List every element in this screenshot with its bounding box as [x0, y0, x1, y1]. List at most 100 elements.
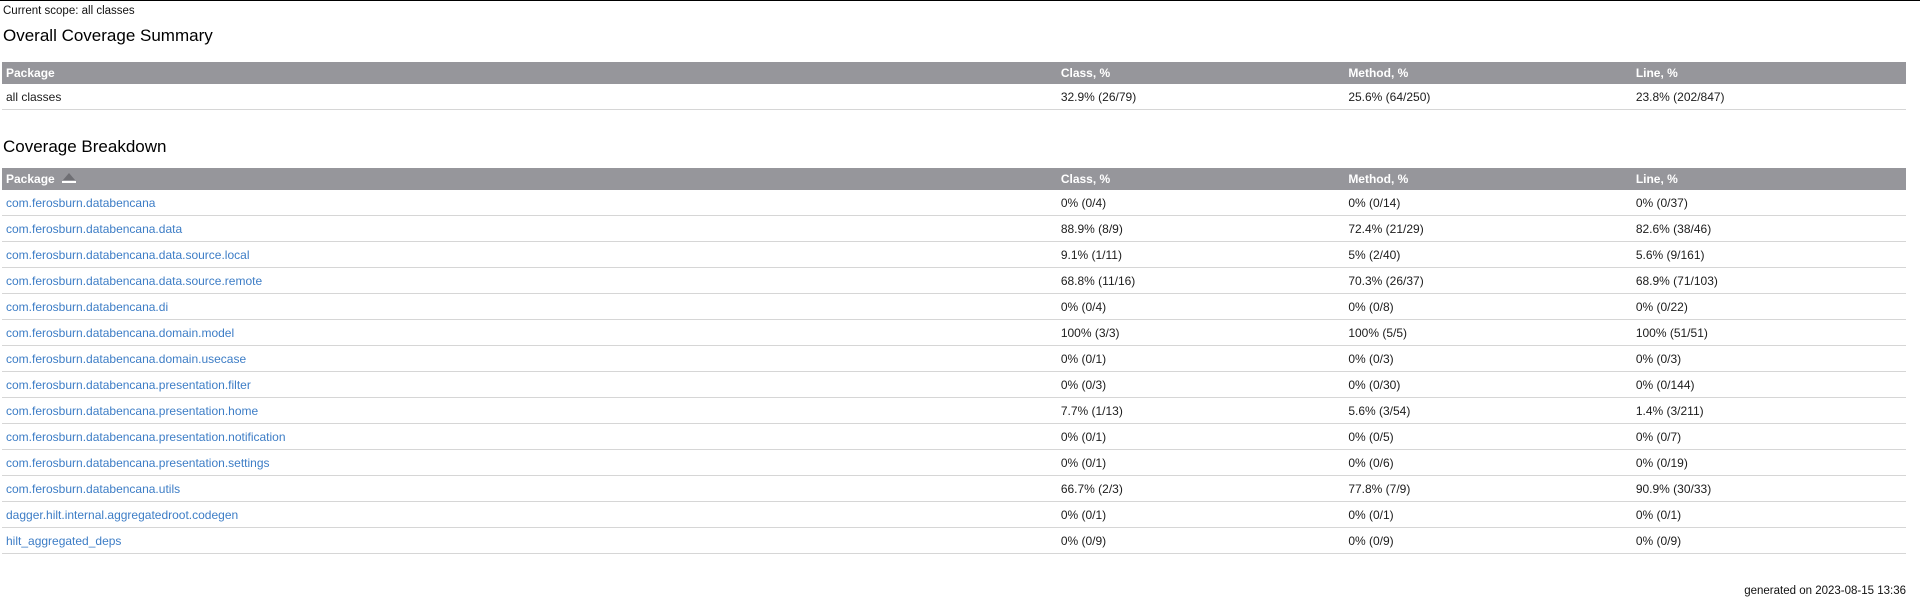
method-coverage-cell: 5.6% (3/54)	[1344, 397, 1632, 424]
class-coverage-cell: 0% (0/9)	[1056, 527, 1345, 554]
column-header-label: Package	[6, 172, 55, 186]
current-scope-label: Current scope: all classes	[3, 5, 135, 17]
package-cell: com.ferosburn.databencana.presentation.f…	[2, 371, 1057, 398]
breakdown-header-row: Package Class, % Method, % Line, %	[2, 168, 1906, 190]
package-link[interactable]: dagger.hilt.internal.aggregatedroot.code…	[6, 508, 239, 522]
overall-coverage-summary-table: Package Class, % Method, % Line, % all c…	[2, 62, 1906, 110]
method-coverage-cell: 0% (0/14)	[1344, 190, 1632, 216]
package-link[interactable]: com.ferosburn.databencana.di	[6, 300, 169, 314]
package-link[interactable]: com.ferosburn.databencana.domain.model	[6, 326, 235, 340]
line-coverage-cell: 0% (0/19)	[1631, 449, 1906, 476]
table-row: com.ferosburn.databencana.utils 66.7% (2/…	[2, 475, 1906, 502]
package-link[interactable]: com.ferosburn.databencana.data	[6, 222, 183, 236]
package-link[interactable]: com.ferosburn.databencana.presentation.s…	[6, 456, 270, 470]
method-coverage-cell: 5% (2/40)	[1344, 241, 1632, 268]
table-row: com.ferosburn.databencana 0% (0/4) 0% (0/1…	[2, 190, 1906, 216]
class-coverage-cell: 32.9% (26/79)	[1056, 84, 1345, 110]
sort-ascending-icon	[61, 173, 76, 183]
line-coverage-cell: 0% (0/144)	[1631, 371, 1906, 398]
package-cell: com.ferosburn.databencana.presentation.h…	[2, 397, 1057, 424]
package-cell: dagger.hilt.internal.aggregatedroot.code…	[2, 501, 1057, 528]
package-cell: all classes	[2, 84, 1057, 110]
line-coverage-cell: 100% (51/51)	[1631, 319, 1906, 346]
method-coverage-cell: 100% (5/5)	[1344, 319, 1632, 346]
package-cell: hilt_aggregated_deps	[2, 527, 1057, 554]
class-coverage-cell: 100% (3/3)	[1056, 319, 1345, 346]
package-link[interactable]: com.ferosburn.databencana.presentation.f…	[6, 378, 251, 392]
class-coverage-cell: 0% (0/1)	[1056, 501, 1345, 528]
package-cell: com.ferosburn.databencana.domain.model	[2, 319, 1057, 346]
summary-column-header-method: Method, %	[1344, 62, 1632, 84]
table-row: all classes 32.9% (26/79) 25.6% (64/250) 23…	[2, 84, 1906, 110]
method-coverage-cell: 70.3% (26/37)	[1344, 267, 1632, 294]
method-coverage-cell: 0% (0/1)	[1344, 501, 1632, 528]
package-cell: com.ferosburn.databencana.domain.usecase	[2, 345, 1057, 372]
line-coverage-cell: 0% (0/7)	[1631, 423, 1906, 450]
line-coverage-cell: 1.4% (3/211)	[1631, 397, 1906, 424]
line-coverage-cell: 0% (0/1)	[1631, 501, 1906, 528]
table-row: com.ferosburn.databencana.data 88.9% (8/9…	[2, 215, 1906, 242]
method-coverage-cell: 72.4% (21/29)	[1344, 215, 1632, 242]
package-link[interactable]: com.ferosburn.databencana.utils	[6, 482, 181, 496]
breakdown-column-header-method[interactable]: Method, %	[1344, 168, 1632, 190]
table-row: com.ferosburn.databencana.domain.model 10…	[2, 319, 1906, 346]
package-link[interactable]: com.ferosburn.databencana.presentation.n…	[6, 430, 286, 444]
line-coverage-cell: 0% (0/3)	[1631, 345, 1906, 372]
package-link[interactable]: com.ferosburn.databencana.data.source.re…	[6, 274, 263, 288]
class-coverage-cell: 0% (0/3)	[1056, 371, 1345, 398]
package-link[interactable]: com.ferosburn.databencana	[6, 196, 156, 210]
package-link[interactable]: hilt_aggregated_deps	[6, 534, 122, 548]
method-coverage-cell: 0% (0/30)	[1344, 371, 1632, 398]
table-row: hilt_aggregated_deps 0% (0/9) 0% (0/9) 0% (…	[2, 527, 1906, 554]
package-cell: com.ferosburn.databencana.presentation.s…	[2, 449, 1057, 476]
method-coverage-cell: 0% (0/3)	[1344, 345, 1632, 372]
summary-column-header-package: Package	[2, 62, 1057, 84]
method-coverage-cell: 77.8% (7/9)	[1344, 475, 1632, 502]
class-coverage-cell: 66.7% (2/3)	[1056, 475, 1345, 502]
line-coverage-cell: 90.9% (30/33)	[1631, 475, 1906, 502]
summary-title: Overall Coverage Summary	[3, 26, 213, 45]
table-row: com.ferosburn.databencana.presentation.h…	[2, 397, 1906, 424]
method-coverage-cell: 25.6% (64/250)	[1344, 84, 1632, 110]
method-coverage-cell: 0% (0/6)	[1344, 449, 1632, 476]
package-link[interactable]: com.ferosburn.databencana.presentation.h…	[6, 404, 259, 418]
class-coverage-cell: 88.9% (8/9)	[1056, 215, 1345, 242]
breakdown-column-header-package[interactable]: Package	[2, 168, 1057, 190]
coverage-breakdown-table: Package Class, % Method, % Line, % com.f…	[2, 168, 1906, 554]
table-row: com.ferosburn.databencana.data.source.re…	[2, 267, 1906, 294]
table-row: com.ferosburn.databencana.domain.usecase…	[2, 345, 1906, 372]
class-coverage-cell: 0% (0/4)	[1056, 293, 1345, 320]
line-coverage-cell: 68.9% (71/103)	[1631, 267, 1906, 294]
line-coverage-cell: 5.6% (9/161)	[1631, 241, 1906, 268]
table-row: com.ferosburn.databencana.data.source.lo…	[2, 241, 1906, 268]
summary-column-header-class: Class, %	[1056, 62, 1345, 84]
generated-timestamp: generated on 2023-08-15 13:36	[1744, 585, 1906, 597]
package-link[interactable]: com.ferosburn.databencana.data.source.lo…	[6, 248, 250, 262]
breakdown-title: Coverage Breakdown	[3, 137, 167, 156]
table-row: dagger.hilt.internal.aggregatedroot.code…	[2, 501, 1906, 528]
class-coverage-cell: 7.7% (1/13)	[1056, 397, 1345, 424]
line-coverage-cell: 0% (0/9)	[1631, 527, 1906, 554]
package-cell: com.ferosburn.databencana.data.source.lo…	[2, 241, 1057, 268]
package-cell: com.ferosburn.databencana.di	[2, 293, 1057, 320]
class-coverage-cell: 0% (0/4)	[1056, 190, 1345, 216]
method-coverage-cell: 0% (0/5)	[1344, 423, 1632, 450]
table-row: com.ferosburn.databencana.di 0% (0/4) 0% (…	[2, 293, 1906, 320]
summary-column-header-line: Line, %	[1631, 62, 1906, 84]
class-coverage-cell: 0% (0/1)	[1056, 423, 1345, 450]
package-cell: com.ferosburn.databencana.utils	[2, 475, 1057, 502]
package-link[interactable]: com.ferosburn.databencana.domain.usecase	[6, 352, 247, 366]
class-coverage-cell: 9.1% (1/11)	[1056, 241, 1345, 268]
table-row: com.ferosburn.databencana.presentation.f…	[2, 371, 1906, 398]
line-coverage-cell: 82.6% (38/46)	[1631, 215, 1906, 242]
table-row: com.ferosburn.databencana.presentation.n…	[2, 423, 1906, 450]
breakdown-column-header-class[interactable]: Class, %	[1056, 168, 1345, 190]
line-coverage-cell: 0% (0/37)	[1631, 190, 1906, 216]
class-coverage-cell: 68.8% (11/16)	[1056, 267, 1345, 294]
package-cell: com.ferosburn.databencana	[2, 190, 1057, 216]
breakdown-column-header-line[interactable]: Line, %	[1631, 168, 1906, 190]
summary-header-row: Package Class, % Method, % Line, %	[2, 62, 1906, 84]
class-coverage-cell: 0% (0/1)	[1056, 449, 1345, 476]
line-coverage-cell: 23.8% (202/847)	[1631, 84, 1906, 110]
